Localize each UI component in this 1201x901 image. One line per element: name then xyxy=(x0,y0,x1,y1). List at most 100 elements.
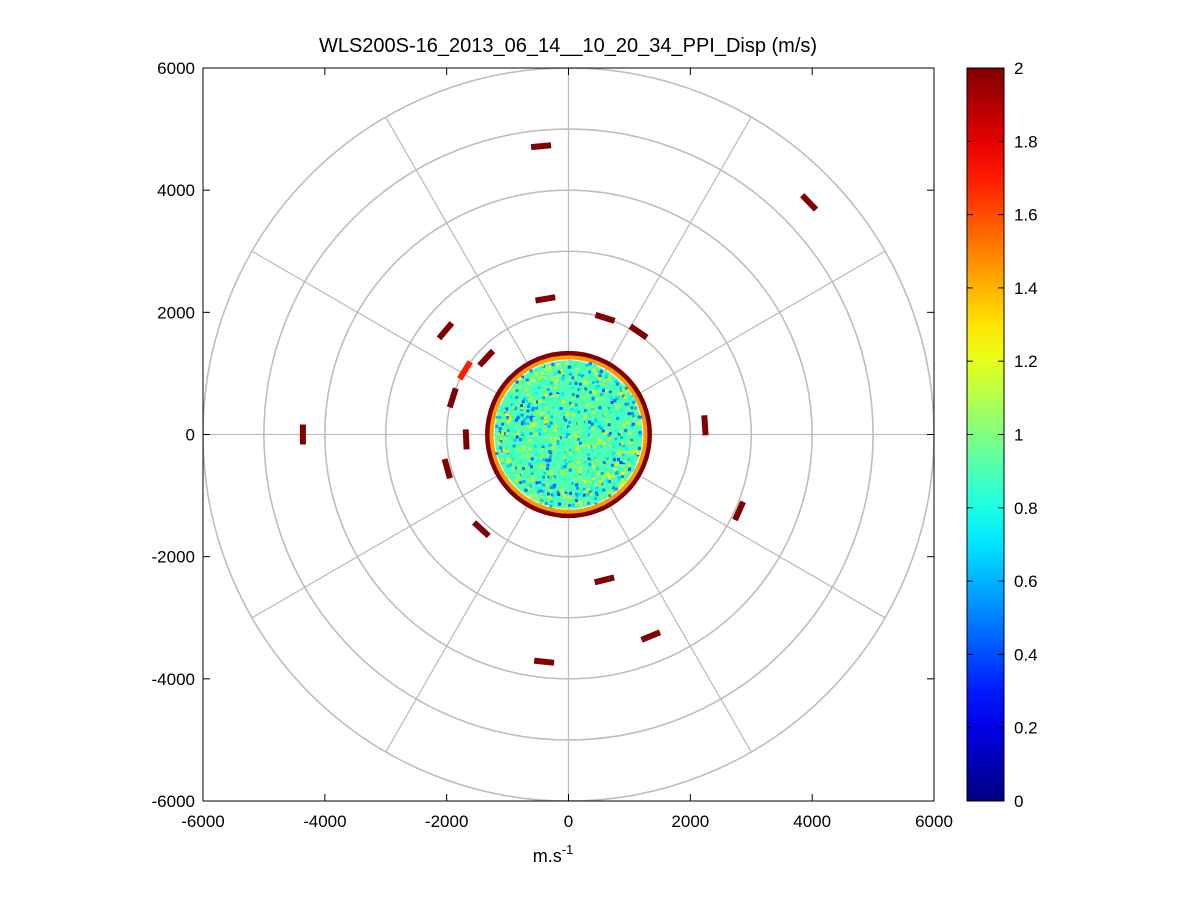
disk-speckle xyxy=(628,467,632,471)
disk-speckle xyxy=(582,397,586,401)
disk-speckle xyxy=(528,447,532,451)
disk-speckle xyxy=(591,396,595,400)
disk-speckle xyxy=(537,488,541,492)
disk-speckle xyxy=(593,386,597,390)
disk-speckle xyxy=(527,405,531,409)
disk-speckle xyxy=(616,391,620,395)
disk-speckle xyxy=(571,396,575,400)
disk-speckle xyxy=(539,456,543,460)
disk-speckle xyxy=(545,401,549,405)
disk-speckle xyxy=(622,480,626,484)
disk-speckle xyxy=(545,409,549,413)
disk-speckle xyxy=(535,400,539,404)
disk-speckle xyxy=(631,422,635,426)
disk-speckle xyxy=(539,443,543,447)
disk-speckle xyxy=(610,489,614,493)
disk-speckle xyxy=(577,410,581,414)
disk-speckle xyxy=(589,487,593,491)
disk-speckle xyxy=(604,490,608,494)
disk-speckle xyxy=(533,493,537,497)
disk-speckle xyxy=(601,468,605,472)
disk-speckle xyxy=(572,494,576,498)
disk-speckle xyxy=(606,376,610,380)
disk-speckle xyxy=(548,365,552,369)
disk-speckle xyxy=(597,471,601,475)
disk-speckle xyxy=(523,417,527,421)
disk-speckle xyxy=(598,421,602,425)
disk-speckle xyxy=(533,387,537,391)
disk-speckle xyxy=(621,477,625,481)
disk-speckle xyxy=(504,432,508,436)
disk-speckle xyxy=(577,388,581,392)
disk-speckle xyxy=(605,457,609,461)
disk-speckle xyxy=(499,406,503,410)
disk-speckle xyxy=(612,445,616,449)
disk-speckle xyxy=(595,429,599,433)
disk-speckle xyxy=(584,420,588,424)
disk-speckle xyxy=(512,403,516,407)
colorbar-tick-label: 1.6 xyxy=(1014,206,1038,225)
x-tick-label: -2000 xyxy=(425,812,468,831)
disk-speckle xyxy=(550,397,554,401)
disk-speckle xyxy=(528,462,532,466)
disk-speckle xyxy=(519,454,523,458)
disk-speckle xyxy=(529,418,533,422)
disk-speckle xyxy=(530,379,534,383)
disk-speckle xyxy=(626,402,630,406)
disk-speckle xyxy=(624,478,628,482)
disk-speckle xyxy=(574,409,578,413)
disk-speckle xyxy=(589,492,593,496)
outlier-segment xyxy=(462,429,470,450)
disk-speckle xyxy=(574,447,578,451)
disk-speckle xyxy=(582,376,586,380)
disk-speckle xyxy=(542,458,546,462)
disk-speckle xyxy=(520,406,524,410)
disk-speckle xyxy=(510,470,514,474)
disk-speckle xyxy=(539,495,543,499)
disk-speckle xyxy=(563,434,567,438)
disk-speckle xyxy=(572,450,576,454)
disk-speckle xyxy=(529,474,533,478)
disk-speckle xyxy=(571,376,575,380)
disk-speckle xyxy=(531,476,535,480)
disk-speckle xyxy=(629,394,633,398)
disk-speckle xyxy=(557,493,561,497)
disk-speckle xyxy=(576,466,580,470)
disk-speckle xyxy=(544,427,548,431)
disk-speckle xyxy=(558,395,562,399)
colorbar-gradient xyxy=(967,68,1004,801)
disk-speckle xyxy=(593,496,597,500)
x-tick-label: 4000 xyxy=(793,812,831,831)
disk-speckle xyxy=(612,455,616,459)
disk-speckle xyxy=(553,386,557,390)
disk-speckle xyxy=(564,430,568,434)
disk-speckle xyxy=(561,466,565,470)
disk-speckle xyxy=(597,425,601,429)
disk-speckle xyxy=(547,495,551,499)
disk-speckle xyxy=(605,418,609,422)
disk-speckle xyxy=(547,371,551,375)
disk-speckle xyxy=(600,424,604,428)
disk-speckle xyxy=(507,460,511,464)
disk-speckle xyxy=(580,490,584,494)
disk-speckle xyxy=(628,463,632,467)
disk-speckle xyxy=(548,443,552,447)
disk-speckle xyxy=(543,471,547,475)
disk-speckle xyxy=(619,392,623,396)
disk-speckle xyxy=(568,503,572,507)
disk-speckle xyxy=(526,409,530,413)
disk-speckle xyxy=(519,438,523,442)
y-tick-label: -6000 xyxy=(152,792,195,811)
data-disk xyxy=(485,350,652,519)
disk-speckle xyxy=(566,428,570,432)
disk-speckle xyxy=(519,429,523,433)
disk-speckle xyxy=(540,485,544,489)
disk-speckle xyxy=(622,385,626,389)
disk-speckle xyxy=(541,447,545,451)
disk-speckle xyxy=(531,423,535,427)
disk-speckle xyxy=(628,431,632,435)
disk-speckle xyxy=(515,458,519,462)
disk-speckle xyxy=(519,431,523,435)
disk-speckle xyxy=(495,452,499,456)
disk-speckle xyxy=(578,500,582,504)
